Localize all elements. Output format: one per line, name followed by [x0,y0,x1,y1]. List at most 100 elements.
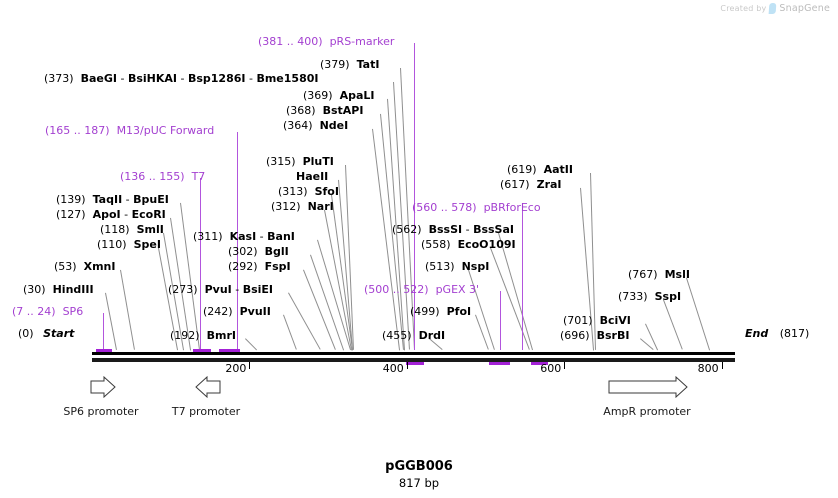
feature-label[interactable]: (381 .. 400) pRS-marker [258,36,394,48]
enzyme-position: (617) [500,178,530,191]
enzyme-name: TaqII [92,193,123,206]
feature-name: pRS-marker [329,35,395,48]
enzyme-label[interactable]: (292) FspI [228,261,291,273]
feature-range: (381 .. 400) [258,35,323,48]
enzyme-leader-line [663,299,683,350]
enzyme-label[interactable]: (369) ApaLI [303,90,375,102]
enzyme-label[interactable]: (499) PfoI [410,306,471,318]
enzyme-position: (273) [168,283,198,296]
enzyme-name: ApoI [92,208,121,221]
enzyme-position: (110) [97,238,127,251]
enzyme-leader-line [180,202,200,350]
enzyme-label[interactable]: (562) BssSI - BssSaI [392,224,514,236]
feature-label[interactable]: (560 .. 578) pBRforEco [412,202,541,214]
enzyme-label[interactable]: (455) DrdI [382,330,445,342]
feature-name: M13/pUC Forward [116,124,215,137]
enzyme-name: EcoO109I [457,238,516,251]
enzyme-name: BsiHKAI [127,72,177,85]
enzyme-label[interactable]: (513) NspI [425,261,489,273]
feature-label[interactable]: (500 .. 522) pGEX 3' [364,284,479,296]
promoter-arrow[interactable] [608,376,688,398]
enzyme-name: PvuII [239,305,271,318]
enzyme-label[interactable]: (110) SpeI [97,239,161,251]
ruler-tick [564,362,566,369]
feature-leader-line [237,132,238,350]
enzyme-name: SmlI [136,223,164,236]
enzyme-label[interactable]: (139) TaqII - BpuEI [56,194,169,206]
snapgene-logo-icon [769,3,777,14]
enzyme-label[interactable]: (373) BaeGI - BsiHKAI - Bsp1286I - Bme15… [44,73,318,85]
feature-label[interactable]: (7 .. 24) SP6 [12,306,83,318]
enzyme-name: NspI [461,260,490,273]
enzyme-label[interactable]: (127) ApoI - EcoRI [56,209,166,221]
feature-bar[interactable] [531,362,548,365]
enzyme-label[interactable]: (767) MslI [628,269,690,281]
enzyme-name: ZraI [536,178,562,191]
ruler-tick-label: 400 [382,362,404,375]
enzyme-label[interactable]: (313) SfoI [278,186,339,198]
enzyme-label[interactable]: (30) HindIII [23,284,94,296]
enzyme-label[interactable]: (192) BmrI [170,330,236,342]
feature-bar[interactable] [489,362,510,365]
enzyme-position: (139) [56,193,86,206]
enzyme-label[interactable]: (312) NarI [271,201,334,213]
enzyme-label[interactable]: (619) AatII [507,164,573,176]
enzyme-name: NarI [307,200,334,213]
feature-bar[interactable] [219,349,240,352]
feature-bar[interactable] [96,349,112,352]
promoter-arrow[interactable] [90,376,116,398]
end-label: End (817) [745,328,809,340]
enzyme-label[interactable]: (701) BciVI [563,315,631,327]
watermark-prefix: Created by [720,4,767,13]
promoter-arrow[interactable] [195,376,221,398]
feature-bar[interactable] [193,349,211,352]
enzyme-label[interactable]: HaeII [296,171,328,183]
enzyme-separator: - [231,283,243,296]
enzyme-position: (313) [278,185,308,198]
backbone-upper-line [92,352,735,355]
enzyme-label[interactable]: (696) BsrBI [560,330,629,342]
enzyme-position: (315) [266,155,296,168]
enzyme-position: (696) [560,329,590,342]
enzyme-label[interactable]: (311) KasI - BanI [193,231,295,243]
enzyme-position: (192) [170,329,200,342]
enzyme-label[interactable]: (273) PvuI - BsiEI [168,284,273,296]
watermark-brand: SnapGene [779,3,830,14]
enzyme-label[interactable]: (242) PvuII [203,306,271,318]
enzyme-name: BpuEI [133,193,169,206]
enzyme-position: (311) [193,230,223,243]
feature-name: pBRforEco [483,201,541,214]
enzyme-name: KasI [229,230,257,243]
enzyme-label[interactable]: (733) SspI [618,291,681,303]
enzyme-label[interactable]: (558) EcoO109I [421,239,516,251]
enzyme-label[interactable]: (53) XmnI [54,261,115,273]
feature-range: (560 .. 578) [412,201,477,214]
enzyme-position: (767) [628,268,658,281]
enzyme-position: (379) [320,58,350,71]
feature-label[interactable]: (165 .. 187) M13/pUC Forward [45,125,214,137]
enzyme-label[interactable]: (379) TatI [320,59,379,71]
enzyme-position: (53) [54,260,77,273]
enzyme-position: (127) [56,208,86,221]
enzyme-label[interactable]: (364) NdeI [283,120,348,132]
enzyme-label[interactable]: (617) ZraI [500,179,562,191]
start-text: Start [43,327,75,340]
enzyme-label[interactable]: (302) BglI [228,246,289,258]
enzyme-position: (373) [44,72,74,85]
feature-range: (7 .. 24) [12,305,56,318]
ruler-tick-label: 200 [225,362,247,375]
feature-name: pGEX 3' [435,283,480,296]
enzyme-leader-line [475,314,489,350]
enzyme-leader-line [120,269,135,350]
backbone-lower-line [92,358,735,362]
feature-leader-line [103,313,104,350]
feature-label[interactable]: (136 .. 155) T7 [120,171,205,183]
enzyme-label[interactable]: (368) BstAPI [286,105,363,117]
feature-bar[interactable] [406,362,424,365]
enzyme-name: BaeGI [80,72,117,85]
enzyme-label[interactable]: (118) SmlI [100,224,164,236]
ruler-tick-label: 600 [540,362,562,375]
enzyme-position: (562) [392,223,422,236]
enzyme-label[interactable]: (315) PluTI [266,156,334,168]
